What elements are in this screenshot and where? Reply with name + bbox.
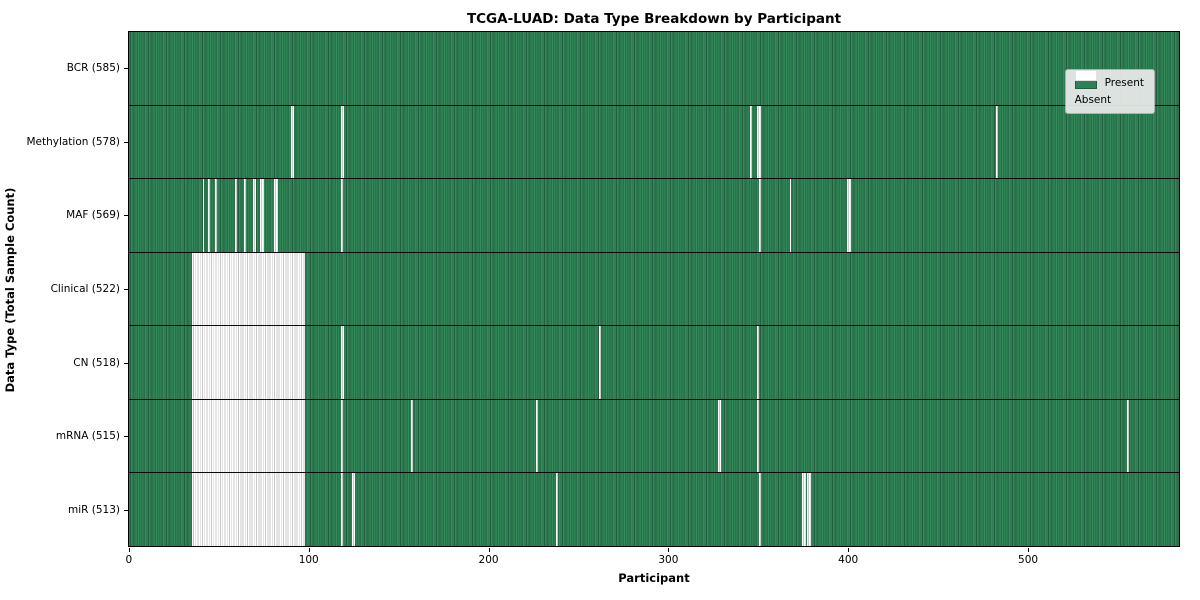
absent-stripe: [351, 473, 356, 547]
absent-stripe: [340, 326, 345, 399]
x-tick-label: 300: [658, 554, 679, 566]
row-methylation: [129, 105, 1179, 180]
row-cn: [129, 326, 1179, 400]
y-tick-label: miR (513): [67, 504, 120, 517]
absent-stripe: [846, 179, 851, 252]
x-tick-label: 200: [478, 554, 499, 566]
absent-stripe: [995, 105, 998, 179]
absent-stripe: [599, 326, 602, 399]
y-tick-mark: [124, 362, 128, 364]
x-tick-label: 100: [298, 554, 319, 566]
y-tick-label: BCR (585): [66, 61, 120, 74]
row-clinical: [129, 252, 1179, 327]
x-tick-mark: [128, 548, 130, 552]
absent-stripe: [340, 399, 343, 473]
absent-stripe: [207, 179, 210, 252]
absent-stripe: [789, 179, 792, 252]
absent-stripe: [536, 399, 539, 473]
absent-stripe: [191, 326, 305, 399]
y-tick-mark: [124, 436, 128, 438]
absent-stripe: [191, 399, 305, 473]
absent-stripe: [1126, 399, 1129, 473]
absent-stripe: [717, 399, 722, 473]
absent-stripe: [252, 179, 257, 252]
y-tick-mark: [124, 289, 128, 290]
legend-entry-present: Present: [1074, 77, 1144, 89]
x-tick-label: 500: [1018, 554, 1039, 566]
absent-stripe: [191, 473, 305, 547]
heatmap-plot-area: Present Absent: [128, 31, 1180, 547]
absent-stripe: [757, 326, 759, 399]
x-axis-label: Participant: [618, 571, 690, 585]
absent-stripe: [215, 179, 217, 252]
absent-stripe: [340, 179, 343, 252]
x-axis-ticks: 0 100 200 300 400 500: [125, 547, 1180, 577]
absent-stripe: [260, 179, 264, 252]
y-tick-mark: [124, 141, 128, 143]
x-tick-label: 0: [125, 554, 133, 566]
absent-stripe: [191, 252, 305, 326]
y-tick-mark: [124, 67, 128, 69]
x-tick-mark: [668, 548, 670, 552]
row-bcr: [129, 32, 1179, 106]
absent-stripe: [802, 473, 806, 547]
absent-stripe: [757, 105, 761, 179]
y-tick-label: CN (518): [73, 356, 120, 369]
legend-present-label: Present: [1104, 77, 1144, 89]
row-mrna: [129, 399, 1179, 474]
x-tick-mark: [1028, 548, 1030, 552]
y-tick-label: Methylation (578): [26, 135, 120, 148]
absent-stripe: [757, 399, 759, 473]
absent-stripe: [759, 473, 761, 547]
legend-entry-absent: Absent: [1074, 70, 1144, 106]
absent-stripe: [243, 179, 246, 252]
y-tick-mark: [124, 215, 128, 217]
y-tick-label: mRNA (515): [55, 430, 120, 443]
absent-stripe: [759, 179, 761, 252]
absent-stripe: [556, 473, 558, 547]
x-tick-mark: [848, 548, 850, 552]
chart-title: TCGA-LUAD: Data Type Breakdown by Partic…: [466, 11, 842, 27]
x-tick-mark: [308, 548, 310, 552]
absent-stripe: [750, 105, 752, 179]
x-tick-label: 400: [838, 554, 859, 566]
absent-swatch-icon: [1074, 70, 1097, 81]
absent-stripe: [234, 179, 237, 252]
y-tick-mark: [124, 510, 128, 512]
y-tick-labels: BCR (585) Methylation (578) MAF (569) Clini…: [0, 31, 128, 547]
absent-stripe: [274, 179, 278, 252]
y-tick-label: Clinical (522): [50, 283, 120, 295]
absent-stripe: [340, 473, 343, 547]
legend-absent-label: Absent: [1074, 94, 1112, 106]
y-tick-label: MAF (569): [66, 209, 120, 222]
absent-stripe: [290, 105, 295, 179]
absent-stripe: [340, 105, 345, 179]
row-maf: [129, 179, 1179, 253]
row-mir: [129, 473, 1179, 547]
absent-stripe: [807, 473, 812, 547]
x-tick-mark: [488, 548, 490, 552]
legend: Present Absent: [1064, 69, 1155, 114]
absent-stripe: [202, 179, 205, 252]
absent-stripe: [410, 399, 413, 473]
